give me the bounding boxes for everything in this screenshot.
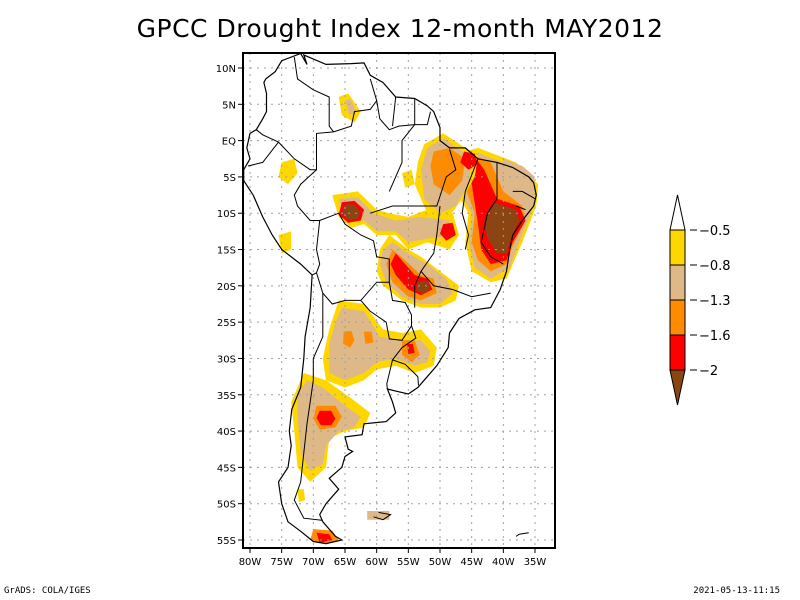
- country-border: [461, 158, 479, 250]
- colorbar-label: −2: [699, 364, 718, 379]
- colorbar-label: −0.8: [699, 259, 731, 274]
- country-border: [247, 141, 279, 167]
- drought-patch: [364, 331, 374, 344]
- country-border: [386, 359, 393, 390]
- country-border: [420, 205, 491, 298]
- drought-patch: [343, 330, 355, 348]
- colorbar-swatch: [669, 264, 686, 301]
- country-border: [293, 57, 334, 133]
- country-border: [376, 100, 431, 131]
- footer-timestamp: 2021-05-13-11:15: [693, 586, 780, 596]
- country-border: [360, 300, 412, 341]
- lon-tick-label: 70W: [302, 557, 325, 568]
- drought-patch: [297, 489, 306, 503]
- lon-tick-label: 75W: [270, 557, 293, 568]
- coastlines-borders: [243, 53, 537, 545]
- country-border: [373, 511, 392, 521]
- lat-tick-label: 10N: [216, 64, 236, 75]
- drought-patch: [329, 307, 431, 381]
- lon-tick-label: 50W: [429, 557, 452, 568]
- drought-region: [322, 300, 437, 388]
- lat-tick-label: 50S: [217, 500, 236, 511]
- lat-tick-label: 15S: [217, 246, 236, 257]
- drought-fill-layer: [278, 93, 539, 545]
- country-border: [515, 205, 526, 211]
- axis-ticks: 80W 75W 70W 65W 60W 55W 50W 45W 40W 35W 10N 5N EQ 5S 1…: [216, 64, 547, 568]
- lon-tick-label: 65W: [334, 557, 357, 568]
- country-border: [480, 162, 504, 265]
- country-border: [392, 96, 397, 127]
- drought-patch: [278, 158, 298, 185]
- lat-tick-label: 5S: [223, 173, 236, 184]
- drought-region: [291, 373, 371, 482]
- colorbar: −0.5 −0.8 −1.3 −1.6 −2: [669, 194, 731, 406]
- country-border: [311, 272, 317, 276]
- drought-patch: [316, 410, 336, 426]
- country-border: [315, 220, 390, 305]
- lat-tick-label: 40S: [217, 427, 236, 438]
- drought-patch: [278, 231, 292, 254]
- colorbar-swatch: [669, 229, 686, 266]
- drought-patch: [460, 151, 478, 170]
- drought-region: [376, 235, 459, 308]
- chart-title: GPCC Drought Index 12-month MAY2012: [136, 14, 664, 43]
- lon-tick-label: 45W: [460, 557, 483, 568]
- country-border: [370, 149, 457, 214]
- country-border: [333, 78, 378, 133]
- lat-tick-label: 45S: [217, 463, 236, 474]
- drought-patch: [430, 147, 466, 196]
- colorbar-label: −1.6: [699, 329, 731, 344]
- map-frame: [242, 52, 556, 549]
- lat-tick-label: EQ: [222, 137, 236, 148]
- lon-tick-label: 60W: [365, 557, 388, 568]
- country-border: [388, 124, 416, 192]
- lat-tick-label: 55S: [217, 536, 236, 547]
- coastline: [243, 53, 537, 545]
- lat-tick-label: 5N: [222, 100, 236, 111]
- colorbar-top-triangle: [669, 194, 686, 231]
- drought-region: [446, 147, 539, 283]
- lon-tick-label: 40W: [492, 557, 515, 568]
- drought-patch: [402, 169, 415, 188]
- colorbar-bottom-triangle: [669, 369, 686, 406]
- country-border: [293, 169, 419, 386]
- drought-patch: [407, 343, 415, 355]
- lat-tick-label: 20S: [217, 282, 236, 293]
- lat-tick-label: 30S: [217, 354, 236, 365]
- lat-tick-label: 35S: [217, 391, 236, 402]
- drought-patch: [341, 204, 361, 220]
- colorbar-label: −1.3: [699, 294, 731, 309]
- drought-region: [297, 489, 390, 545]
- country-border: [515, 532, 529, 537]
- gridlines: [243, 53, 555, 548]
- lon-tick-label: 35W: [524, 557, 547, 568]
- colorbar-swatch: [669, 334, 686, 371]
- drought-patch: [484, 202, 520, 254]
- country-border: [414, 271, 422, 308]
- country-border: [293, 293, 324, 521]
- lon-tick-label: 55W: [397, 557, 420, 568]
- drought-patch: [338, 197, 453, 243]
- lat-tick-label: 25S: [217, 318, 236, 329]
- drought-patch: [345, 98, 357, 116]
- drought-patch: [440, 222, 456, 241]
- drought-patch: [415, 280, 430, 294]
- lon-tick-label: 80W: [239, 557, 262, 568]
- drought-region: [332, 191, 459, 250]
- lat-tick-label: 10S: [217, 209, 236, 220]
- footer-credit: GrADS: COLA/IGES: [4, 586, 91, 596]
- country-border: [512, 190, 536, 200]
- colorbar-label: −0.5: [699, 224, 731, 239]
- colorbar-swatch: [669, 299, 686, 336]
- country-border: [255, 129, 334, 171]
